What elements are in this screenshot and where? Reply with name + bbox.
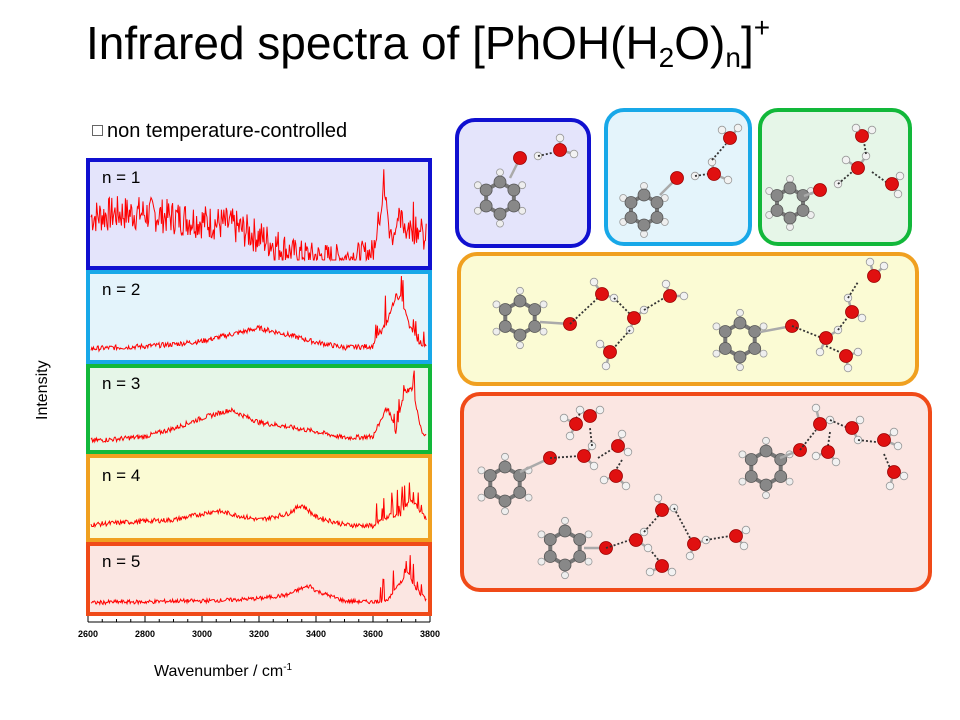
- title-sup: +: [753, 12, 771, 43]
- panel-label-n1: n = 1: [102, 168, 141, 187]
- phenol-water-n4-isomer-a: [492, 277, 689, 371]
- spectrum-line-n1: [90, 169, 427, 262]
- panel-label-n5: n = 5: [102, 552, 141, 571]
- x-axis-label: Wavenumber / cm-1: [154, 662, 293, 680]
- title-mid: O): [674, 17, 726, 69]
- panel-label-n2: n = 2: [102, 280, 141, 299]
- note-text: non temperature-controlled: [107, 120, 348, 142]
- spectrum-line-n3: [90, 370, 427, 444]
- x-tick-label: 3800: [420, 629, 440, 639]
- phenol-water-n5-isomer-a: [477, 405, 633, 516]
- phenol-water-n4-isomer-b: [712, 257, 889, 373]
- title-sub1: 2: [658, 42, 675, 73]
- x-tick-label: 3200: [249, 629, 269, 639]
- x-tick-label: 2600: [78, 629, 98, 639]
- structures-n4-box: [457, 252, 919, 386]
- phenol-water-n1: [473, 133, 579, 228]
- title-close: ]: [740, 17, 754, 69]
- spectrum-panel-3: [86, 364, 432, 454]
- x-tick-label: 3600: [363, 629, 383, 639]
- title-sub2: n: [725, 42, 741, 73]
- structure-n3-box: [758, 108, 912, 246]
- spectrum-panel-4: [86, 454, 432, 542]
- x-tick-label: 3400: [306, 629, 326, 639]
- panel-label-n4: n = 4: [102, 466, 141, 485]
- phenol-water-n5-isomer-c: [738, 403, 909, 500]
- x-tick-label: 3000: [192, 629, 212, 639]
- note-line: non temperature-controlled: [92, 120, 347, 143]
- spectrum-line-n2: [90, 275, 427, 353]
- slide-title: Infrared spectra of [PhOH(H2O)n]+: [86, 14, 770, 72]
- phenol-water-n3: [765, 123, 905, 231]
- spectrum-line-n4: [90, 482, 427, 530]
- spectrum-line-n5: [90, 555, 427, 606]
- bullet-square-icon: [92, 125, 103, 136]
- title-main: Infrared spectra of [PhOH(H: [86, 17, 659, 69]
- panel-label-n3: n = 3: [102, 374, 141, 393]
- phenol-water-n5-isomer-b: [537, 493, 751, 580]
- phenol-water-n2: [619, 123, 743, 238]
- x-tick-label: 2800: [135, 629, 155, 639]
